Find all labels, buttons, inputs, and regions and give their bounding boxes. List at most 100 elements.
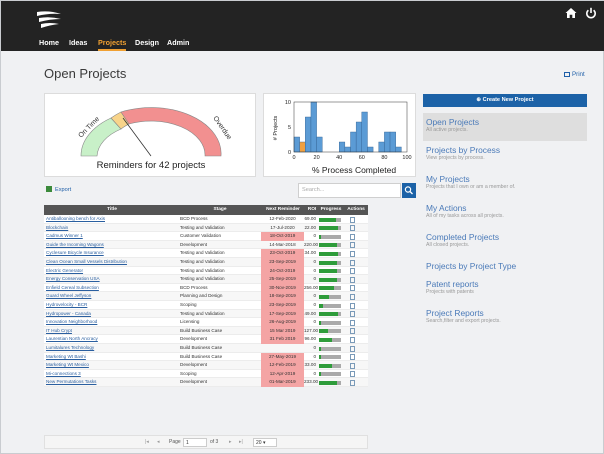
first-page-icon[interactable]: |◂ xyxy=(145,439,149,445)
col-title-header[interactable]: Title xyxy=(107,207,117,212)
logo-icon[interactable] xyxy=(35,8,63,30)
project-title-link[interactable]: New Permutations Tasks xyxy=(46,379,97,385)
last-page-icon[interactable]: ▸| xyxy=(239,439,243,445)
project-title-link[interactable]: Guide the Incoming Wagons xyxy=(46,241,104,247)
sidebar-item-projects-by-process[interactable]: Projects by Process View projects by pro… xyxy=(423,145,587,162)
project-roi: 0 xyxy=(313,233,316,239)
project-title-link[interactable]: IT Hub Crypt xyxy=(46,327,72,333)
project-title-link[interactable]: Clean Ocean Small Vessels Distribution xyxy=(46,259,127,264)
project-stage: Build Business Case xyxy=(180,353,223,359)
progress-fill xyxy=(319,329,328,334)
project-roi: 96.00 xyxy=(304,336,317,342)
next-reminder xyxy=(261,344,304,353)
project-title-link[interactable]: Laurentian North Ancracy xyxy=(46,336,98,342)
project-title-link[interactable]: Antiballooning bench for Axis xyxy=(46,216,105,221)
project-title-link[interactable]: Cyclesure Bicycle Insurance xyxy=(46,250,104,256)
next-reminder: 23-Sep-2019 xyxy=(261,258,304,267)
print-link[interactable]: Print xyxy=(564,71,585,78)
nav-ideas[interactable]: Ideas xyxy=(69,38,88,47)
project-title-link[interactable]: Hydrovelocity - BCR xyxy=(46,302,88,307)
edit-action-icon[interactable] xyxy=(350,311,355,318)
sidebar-item-my-projects[interactable]: My Projects Projects that I own or am a … xyxy=(423,174,587,191)
prev-page-icon[interactable]: ◂ xyxy=(157,439,160,445)
nav-home[interactable]: Home xyxy=(39,38,59,47)
search-button[interactable] xyxy=(402,183,416,198)
progress-bar xyxy=(319,312,341,317)
project-stage: Testing and Validation xyxy=(180,250,225,256)
edit-action-icon[interactable] xyxy=(350,345,355,352)
edit-action-icon[interactable] xyxy=(350,285,355,292)
edit-action-icon[interactable] xyxy=(350,319,355,326)
project-roi: 33.00 xyxy=(304,362,317,368)
search-input[interactable]: Search... xyxy=(298,183,401,198)
project-title-link[interactable]: Marketing Wt Bashi xyxy=(46,353,86,359)
project-title-link[interactable]: Guard Wheel Jeffyson xyxy=(46,293,92,299)
sidebar-item-completed-projects[interactable]: Completed Projects All closed projects. xyxy=(423,232,587,249)
sidebar-item-project-reports[interactable]: Project Reports Search,filter and export… xyxy=(423,308,587,325)
col-progress-header[interactable]: Progress xyxy=(320,207,342,212)
histogram-bar xyxy=(350,131,357,153)
edit-action-icon[interactable] xyxy=(350,379,355,386)
next-page-icon[interactable]: ▸ xyxy=(229,439,232,445)
nav-projects[interactable]: Projects xyxy=(98,38,127,51)
edit-action-icon[interactable] xyxy=(350,250,355,257)
project-title-link[interactable]: Enfield Cereal Subsection xyxy=(46,284,99,290)
home-icon[interactable] xyxy=(565,7,577,19)
edit-action-icon[interactable] xyxy=(350,233,355,240)
power-icon[interactable] xyxy=(585,7,597,19)
project-title-link[interactable]: Mi-connections 3 xyxy=(46,370,81,376)
edit-action-icon[interactable] xyxy=(350,225,355,232)
project-stage: Scoping xyxy=(180,370,197,376)
project-roi: 0 xyxy=(313,276,316,282)
edit-action-icon[interactable] xyxy=(350,293,355,300)
project-title-link[interactable]: Marketing Wt Mexico xyxy=(46,362,89,368)
sidebar-item-open-projects[interactable]: Open Projects All active projects. xyxy=(423,113,587,141)
sidebar-item-title: Projects by Project Type xyxy=(426,261,517,271)
page-title: Open Projects xyxy=(44,66,127,81)
export-link[interactable]: Export xyxy=(46,186,71,193)
col-stage-header[interactable]: Stage xyxy=(213,207,227,212)
edit-action-icon[interactable] xyxy=(350,362,355,369)
page-number-input[interactable]: 1 xyxy=(183,438,207,447)
table-row: Hydropower - Canada Testing and Validatio… xyxy=(44,309,368,319)
edit-action-icon[interactable] xyxy=(350,336,355,343)
project-title-link[interactable]: Lumitalures Technology xyxy=(46,345,95,350)
edit-action-icon[interactable] xyxy=(350,216,355,223)
progress-fill xyxy=(319,355,322,360)
project-title-link[interactable]: Hydropower - Canada xyxy=(46,310,91,316)
edit-action-icon[interactable] xyxy=(350,302,355,309)
project-title-link[interactable]: Blockchain xyxy=(46,224,69,230)
edit-action-icon[interactable] xyxy=(350,259,355,266)
col-roi-header[interactable]: ROI xyxy=(307,207,317,212)
nav-design[interactable]: Design xyxy=(135,38,159,47)
edit-action-icon[interactable] xyxy=(350,328,355,335)
project-title-link[interactable]: Energy Conservation USA xyxy=(46,276,100,282)
edit-action-icon[interactable] xyxy=(350,242,355,249)
project-stage: Testing and Validation xyxy=(180,310,225,316)
gauge-needle xyxy=(122,117,152,157)
printer-icon xyxy=(564,72,570,77)
edit-action-icon[interactable] xyxy=(350,276,355,283)
project-title-link[interactable]: Innovation Neighborhood xyxy=(46,319,98,325)
histogram-y-axis-label: # Projects xyxy=(273,116,279,141)
create-project-button[interactable]: ⊕ Create New Project xyxy=(423,94,587,107)
sidebar-item-patent-reports[interactable]: Patent reports Projects with patents xyxy=(423,279,587,296)
page-size-select[interactable]: 20 ▾ xyxy=(253,438,277,447)
table-row: Hydrovelocity - BCR Scoping 23-Sep-2019 0 xyxy=(44,301,368,310)
edit-action-icon[interactable] xyxy=(350,268,355,275)
table-row: Laurentian North Ancracy Development 31 Fe… xyxy=(44,335,368,344)
nav-admin[interactable]: Admin xyxy=(167,38,190,47)
sidebar-item-projects-by-type[interactable]: Projects by Project Type xyxy=(423,261,587,271)
edit-action-icon[interactable] xyxy=(350,371,355,378)
histogram-bar xyxy=(338,141,346,153)
sidebar-item-title: Project Reports xyxy=(426,308,484,318)
col-reminder-header[interactable]: Next Reminder xyxy=(266,207,300,212)
edit-action-icon[interactable] xyxy=(350,354,355,361)
sidebar-item-my-actions[interactable]: My Actions All of my tasks across all pr… xyxy=(423,203,587,220)
project-title-link[interactable]: Cadmus Winner 1 xyxy=(46,233,83,239)
project-roi: 0 xyxy=(313,267,316,273)
progress-fill xyxy=(319,243,337,248)
table-row: Energy Conservation USA Testing and Valid… xyxy=(44,275,368,284)
project-title-link[interactable]: Electric Generator xyxy=(46,267,84,273)
